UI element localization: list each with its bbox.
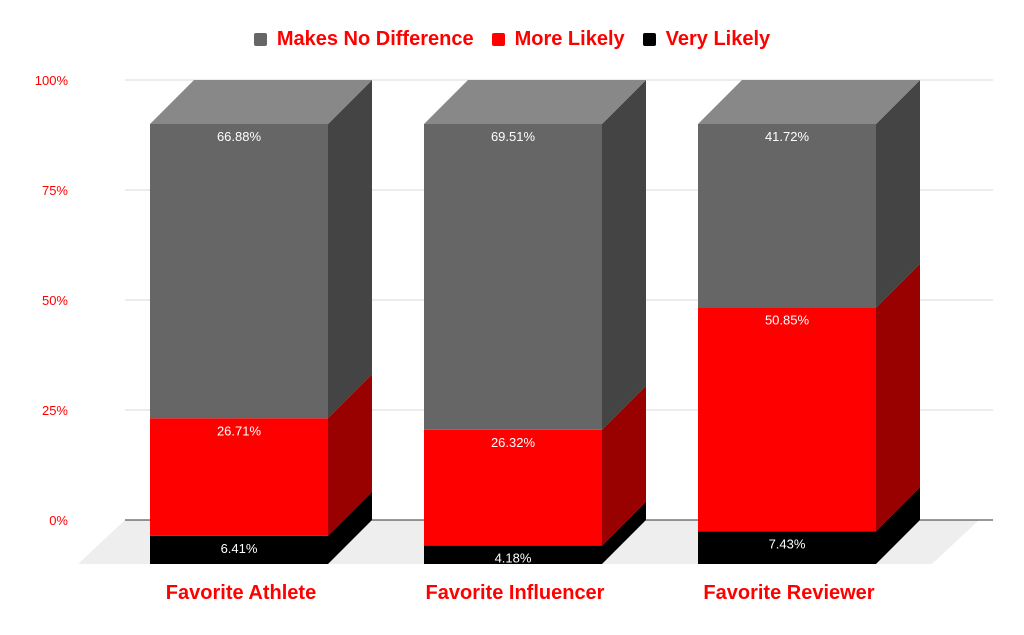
data-label: 41.72%	[765, 129, 810, 144]
bar-side-makes-no-difference	[876, 80, 920, 308]
bar-top-face	[150, 80, 372, 124]
x-category-label: Favorite Influencer	[426, 582, 605, 604]
data-label: 26.32%	[491, 435, 536, 450]
bar-favorite-influencer: 4.18% 26.32% 69.51%	[424, 79, 646, 566]
bar-segment-very-likely	[424, 545, 602, 564]
legend-label-makes-no-difference: Makes No Difference	[276, 28, 474, 50]
bar-side-more-likely	[328, 374, 372, 536]
data-label: 69.51%	[491, 129, 536, 144]
y-tick-label: 0%	[49, 513, 68, 528]
bar-segment-more-likely	[698, 307, 876, 532]
chart-legend: Makes No Difference More Likely Very Lik…	[0, 28, 1024, 51]
bar-side-very-likely	[328, 491, 372, 564]
bar-segment-more-likely	[424, 429, 602, 546]
legend-swatch-very-likely	[642, 33, 656, 46]
data-label: 6.41%	[221, 541, 258, 556]
bar-side-more-likely	[602, 385, 646, 546]
bar-segment-very-likely	[150, 535, 328, 564]
data-label: 26.71%	[217, 423, 262, 438]
bar-segment-makes-no-difference	[150, 124, 328, 419]
bar-segment-more-likely	[150, 418, 328, 536]
bar-side-makes-no-difference	[602, 79, 646, 430]
bar-top-face	[424, 79, 646, 124]
legend-item-more-likely: More Likely	[491, 28, 625, 51]
legend-swatch-makes-no-difference	[253, 33, 267, 46]
x-category-label: Favorite Athlete	[166, 582, 316, 604]
bar-favorite-athlete: 6.41% 26.71% 66.88%	[150, 80, 372, 564]
data-label: 66.88%	[217, 129, 262, 144]
bar-segment-very-likely	[698, 531, 876, 564]
bar-favorite-reviewer: 7.43% 50.85% 41.72%	[698, 80, 920, 564]
data-label: 50.85%	[765, 313, 810, 328]
legend-label-very-likely: Very Likely	[665, 28, 771, 50]
legend-label-more-likely: More Likely	[514, 28, 625, 50]
legend-item-very-likely: Very Likely	[642, 28, 771, 51]
y-tick-label: 75%	[42, 183, 68, 198]
bar-side-more-likely	[876, 263, 920, 532]
bar-side-very-likely	[876, 487, 920, 564]
legend-item-makes-no-difference: Makes No Difference	[253, 28, 474, 51]
bar-segment-makes-no-difference	[698, 124, 876, 308]
bar-side-makes-no-difference	[328, 80, 372, 419]
y-tick-label: 100%	[35, 73, 69, 88]
bar-side-very-likely	[602, 501, 646, 564]
x-category-label: Favorite Reviewer	[703, 582, 874, 604]
y-tick-label: 50%	[42, 293, 68, 308]
y-tick-label: 25%	[42, 403, 68, 418]
data-label: 7.43%	[769, 536, 806, 551]
legend-swatch-more-likely	[491, 33, 505, 46]
data-label: 4.18%	[495, 551, 532, 566]
bar-top-face	[698, 80, 920, 124]
bar-segment-makes-no-difference	[424, 123, 602, 430]
